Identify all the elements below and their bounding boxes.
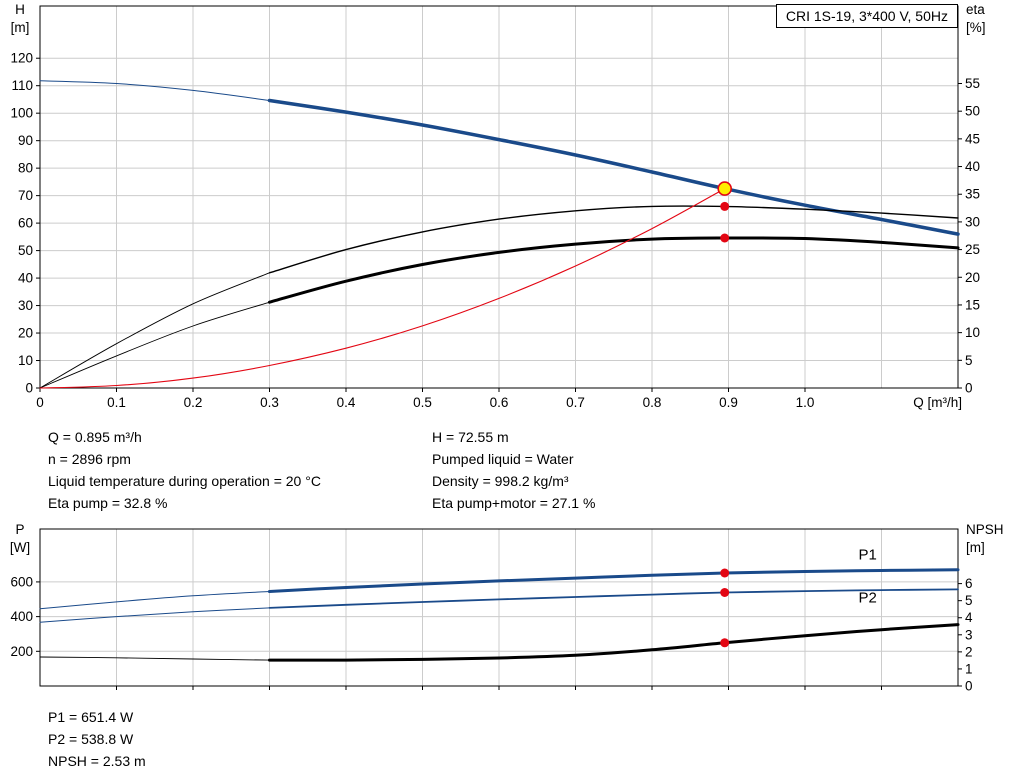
y-left-tick-label: 30 <box>18 298 33 313</box>
y-right-tick-label: 50 <box>965 104 980 119</box>
x-tick-label: 0.5 <box>413 395 432 410</box>
p2-curve <box>268 588 959 609</box>
y-left-axis-label: [m] <box>11 20 30 35</box>
curve-title: CRI 1S-19, 3*400 V, 50Hz <box>785 8 948 24</box>
qh-eta-chart-section: 0 10 20 30 40 50 60 70 80 90 100 110 120 0 5 10 15 20 25 30… <box>0 0 1024 420</box>
npsh-lead-in <box>39 656 270 661</box>
y-left-tick-label: 0 <box>25 381 33 396</box>
y-right-tick-label: 5 <box>965 593 973 608</box>
y-left-axis-label: [W] <box>10 540 30 555</box>
y-left-tick-label: 50 <box>18 243 33 258</box>
eta-pump-motor-point <box>720 233 730 243</box>
p1-curve <box>268 568 960 593</box>
p1-value-text: P1 = 651.4 W <box>48 709 134 725</box>
p1-curve-label: P1 <box>859 546 877 563</box>
head-curve-lead-in <box>39 80 270 101</box>
y-right-tick-label: 20 <box>965 270 980 285</box>
npsh-value-text: NPSH = 2.53 m <box>48 753 146 769</box>
head-curve <box>267 98 960 236</box>
eta-pump-motor-lead-in <box>39 301 270 389</box>
x-tick-label: 0.4 <box>337 395 356 410</box>
eta-pump-point <box>720 201 730 211</box>
head-text: H = 72.55 m <box>432 429 509 445</box>
eta-pump-curve <box>268 205 959 274</box>
x-tick-label: 0 <box>36 395 44 410</box>
y-left-tick-label: 100 <box>10 106 33 121</box>
y-right-tick-label: 4 <box>965 610 973 625</box>
y-right-tick-label: 6 <box>965 576 973 591</box>
x-tick-label: 0.6 <box>490 395 509 410</box>
y-right-axis-label: eta <box>966 2 985 17</box>
y-left-tick-label: 70 <box>18 188 33 203</box>
system-curve <box>39 188 726 389</box>
power-npsh-chart[interactable]: 200 400 600 0 1 2 3 4 5 6 P [W] NPSH [m] P1 P2 <box>0 514 1024 704</box>
y-right-tick-label: 1 <box>965 661 973 676</box>
eta-pump-text: Eta pump = 32.8 % <box>48 495 168 511</box>
y-right-tick-label: 15 <box>965 297 980 312</box>
p1-lead-in <box>39 591 270 610</box>
y-left-axis-label: H <box>15 2 25 17</box>
p1-point <box>720 568 730 578</box>
x-tick-label: 1.0 <box>796 395 815 410</box>
x-tick-label: 0.2 <box>184 395 203 410</box>
npsh-curve <box>268 623 960 662</box>
duty-point[interactable] <box>717 181 733 196</box>
y-right-tick-label: 0 <box>965 679 973 694</box>
y-right-tick-label: 35 <box>965 187 980 202</box>
y-left-tick-label: 90 <box>18 133 33 148</box>
y-right-tick-label: 10 <box>965 325 980 340</box>
y-left-tick-label: 20 <box>18 326 33 341</box>
duty-point-info-left: Q = 0.895 m³/h n = 2896 rpm Liquid tempe… <box>48 426 432 514</box>
power-npsh-chart-section: 200 400 600 0 1 2 3 4 5 6 P [W] NPSH [m] P1 P2 <box>0 514 1024 704</box>
y-right-tick-label: 5 <box>965 353 973 368</box>
curve-title-box: CRI 1S-19, 3*400 V, 50Hz <box>775 4 958 28</box>
npsh-point <box>720 638 730 648</box>
y-left-axis-label: P <box>15 522 24 537</box>
flow-text: Q = 0.895 m³/h <box>48 429 142 445</box>
y-right-tick-label: 30 <box>965 214 980 229</box>
eta-pump-lead-in <box>39 272 270 389</box>
y-left-tick-label: 200 <box>10 644 33 659</box>
y-left-tick-label: 10 <box>18 353 33 368</box>
y-right-tick-label: 0 <box>965 381 973 396</box>
x-axis-label: Q [m³/h] <box>913 395 962 410</box>
y-left-tick-label: 60 <box>18 216 33 231</box>
y-right-tick-label: 45 <box>965 131 980 146</box>
y-left-tick-label: 600 <box>10 574 33 589</box>
speed-text: n = 2896 rpm <box>48 451 131 467</box>
x-tick-label: 0.9 <box>719 395 738 410</box>
p2-curve-label: P2 <box>859 590 877 607</box>
y-right-axis-label: [m] <box>966 540 985 555</box>
eta-pump-motor-curve <box>268 236 960 304</box>
density-text: Density = 998.2 kg/m³ <box>432 473 569 489</box>
x-tick-label: 0.8 <box>643 395 662 410</box>
eta-pump-motor-text: Eta pump+motor = 27.1 % <box>432 495 596 511</box>
p2-point <box>720 588 730 597</box>
pumped-liquid-text: Pumped liquid = Water <box>432 451 574 467</box>
p2-value-text: P2 = 538.8 W <box>48 731 134 747</box>
y-right-tick-label: 2 <box>965 644 973 659</box>
duty-point-info: Q = 0.895 m³/h n = 2896 rpm Liquid tempe… <box>48 426 1024 514</box>
y-right-tick-label: 3 <box>965 627 973 642</box>
duty-point-info-right: H = 72.55 m Pumped liquid = Water Densit… <box>432 426 595 514</box>
y-right-tick-label: 40 <box>965 159 980 174</box>
qh-eta-chart[interactable]: 0 10 20 30 40 50 60 70 80 90 100 110 120 0 5 10 15 20 25 30… <box>0 0 1024 420</box>
y-left-tick-label: 110 <box>11 78 33 93</box>
x-tick-label: 0.1 <box>107 395 126 410</box>
y-right-axis-label: NPSH <box>966 522 1004 537</box>
y-left-tick-label: 120 <box>10 51 33 66</box>
y-left-tick-label: 80 <box>18 161 33 176</box>
y-left-tick-label: 400 <box>10 609 33 624</box>
y-left-tick-label: 40 <box>18 271 33 286</box>
liquid-temp-text: Liquid temperature during operation = 20… <box>48 473 321 489</box>
p2-lead-in <box>39 607 270 623</box>
power-npsh-info: P1 = 651.4 W P2 = 538.8 W NPSH = 2.53 m <box>48 706 1024 772</box>
y-right-tick-label: 25 <box>965 242 980 257</box>
x-tick-label: 0.3 <box>260 395 279 410</box>
y-right-tick-label: 55 <box>965 76 980 91</box>
y-right-axis-label: [%] <box>966 20 986 35</box>
x-tick-label: 0.7 <box>566 395 585 410</box>
